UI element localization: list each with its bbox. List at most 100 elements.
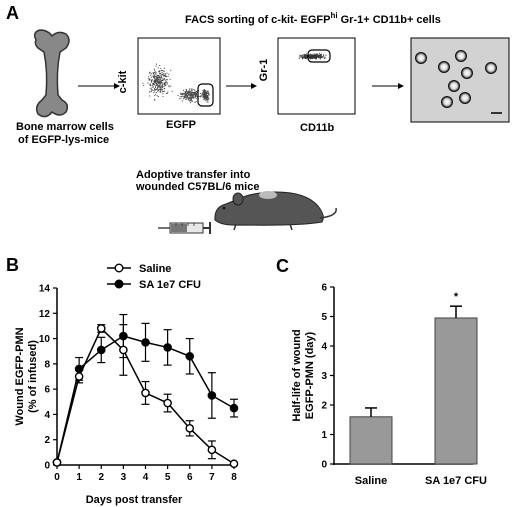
facs-event	[166, 75, 167, 77]
facs-event	[154, 81, 156, 82]
facs-event	[161, 76, 162, 78]
facs-event	[193, 92, 195, 93]
facs-event	[195, 91, 196, 93]
facs-event	[306, 57, 307, 59]
facs-event	[151, 73, 152, 75]
facs-event	[203, 99, 205, 100]
facs-event	[319, 55, 321, 57]
facs-event	[207, 96, 209, 98]
sorted-cell	[415, 52, 427, 64]
facs-event	[164, 82, 165, 84]
facs-event	[156, 95, 158, 97]
facs-event	[162, 75, 164, 77]
facs-event	[162, 93, 164, 95]
facs-event	[158, 81, 159, 83]
facs-event	[156, 81, 158, 83]
line-chart-point	[96, 345, 106, 355]
line-chart-y-tick-label: 4	[44, 410, 50, 421]
facs-event	[191, 88, 193, 90]
facs-event	[156, 80, 158, 82]
facs-plot-1-xlabel: EGFP	[166, 119, 196, 131]
facs-plot-gr1-cd11b: Gr-1 CD11b	[258, 37, 356, 134]
facs-event	[208, 98, 210, 99]
facs-event	[298, 57, 300, 59]
facs-event	[312, 58, 314, 60]
facs-event	[165, 73, 166, 75]
facs-event	[187, 97, 189, 99]
line-chart-point	[96, 324, 106, 333]
facs-event	[311, 56, 313, 58]
facs-event	[205, 98, 207, 100]
facs-event	[187, 91, 189, 93]
facs-event	[157, 86, 159, 88]
facs-event	[153, 84, 155, 86]
facs-event	[159, 65, 161, 66]
facs-event	[161, 73, 163, 75]
facs-event	[204, 92, 206, 94]
facs-event	[186, 93, 188, 94]
facs-event	[304, 55, 306, 57]
facs-event	[314, 57, 316, 59]
facs-event	[313, 53, 315, 55]
facs-event	[159, 91, 161, 93]
facs-event	[322, 56, 324, 57]
facs-event	[185, 96, 187, 98]
facs-event	[155, 65, 157, 67]
line-chart-point	[52, 458, 62, 467]
facs-event	[202, 94, 204, 95]
line-chart-x-tick-label: 7	[209, 472, 215, 483]
facs-event	[159, 90, 161, 92]
facs-event	[152, 90, 154, 92]
facs-event	[166, 92, 168, 94]
facs-event	[316, 57, 317, 59]
facs-event	[208, 93, 210, 95]
facs-event	[302, 54, 304, 56]
facs-event	[304, 53, 306, 55]
facs-event	[308, 55, 310, 57]
facs-event	[142, 82, 144, 84]
facs-event	[203, 94, 205, 96]
facs-event	[160, 87, 162, 89]
facs-event	[158, 78, 160, 80]
facs-event	[304, 54, 305, 56]
facs-event	[191, 92, 193, 94]
facs-event	[156, 79, 158, 81]
facs-event	[152, 76, 154, 77]
facs-event	[305, 54, 306, 56]
facs-event	[203, 90, 205, 92]
facs-event	[313, 54, 315, 56]
facs-event	[158, 75, 160, 77]
facs-event	[153, 72, 155, 73]
facs-event	[319, 52, 321, 54]
facs-event	[313, 54, 315, 56]
facs-event	[163, 83, 165, 85]
facs-event	[183, 98, 185, 100]
facs-event	[314, 55, 316, 57]
facs-event	[165, 76, 167, 78]
facs-event	[188, 89, 190, 91]
facs-event	[158, 85, 160, 87]
facs-event	[302, 58, 303, 60]
line-chart-point	[74, 372, 84, 381]
facs-event	[161, 89, 163, 91]
facs-event	[207, 95, 209, 97]
bar	[349, 416, 393, 465]
facs-plot-2-frame	[277, 37, 356, 115]
facs-event	[190, 98, 192, 100]
facs-event	[190, 99, 191, 101]
facs-event	[154, 88, 156, 89]
facs-event	[208, 94, 210, 96]
facs-event	[315, 55, 317, 57]
facs-event	[187, 95, 189, 96]
line-chart-x-tick-label: 6	[187, 472, 193, 483]
facs-event	[156, 78, 158, 80]
facs-event	[162, 91, 163, 93]
facs-event	[160, 82, 162, 84]
bar-chart-y-tick-label: 1	[321, 430, 327, 441]
sorted-cell	[455, 50, 467, 62]
facs-event	[203, 92, 205, 94]
facs-event	[164, 87, 166, 89]
facs-event	[159, 81, 161, 83]
facs-event	[156, 63, 157, 65]
facs-event	[194, 89, 196, 91]
